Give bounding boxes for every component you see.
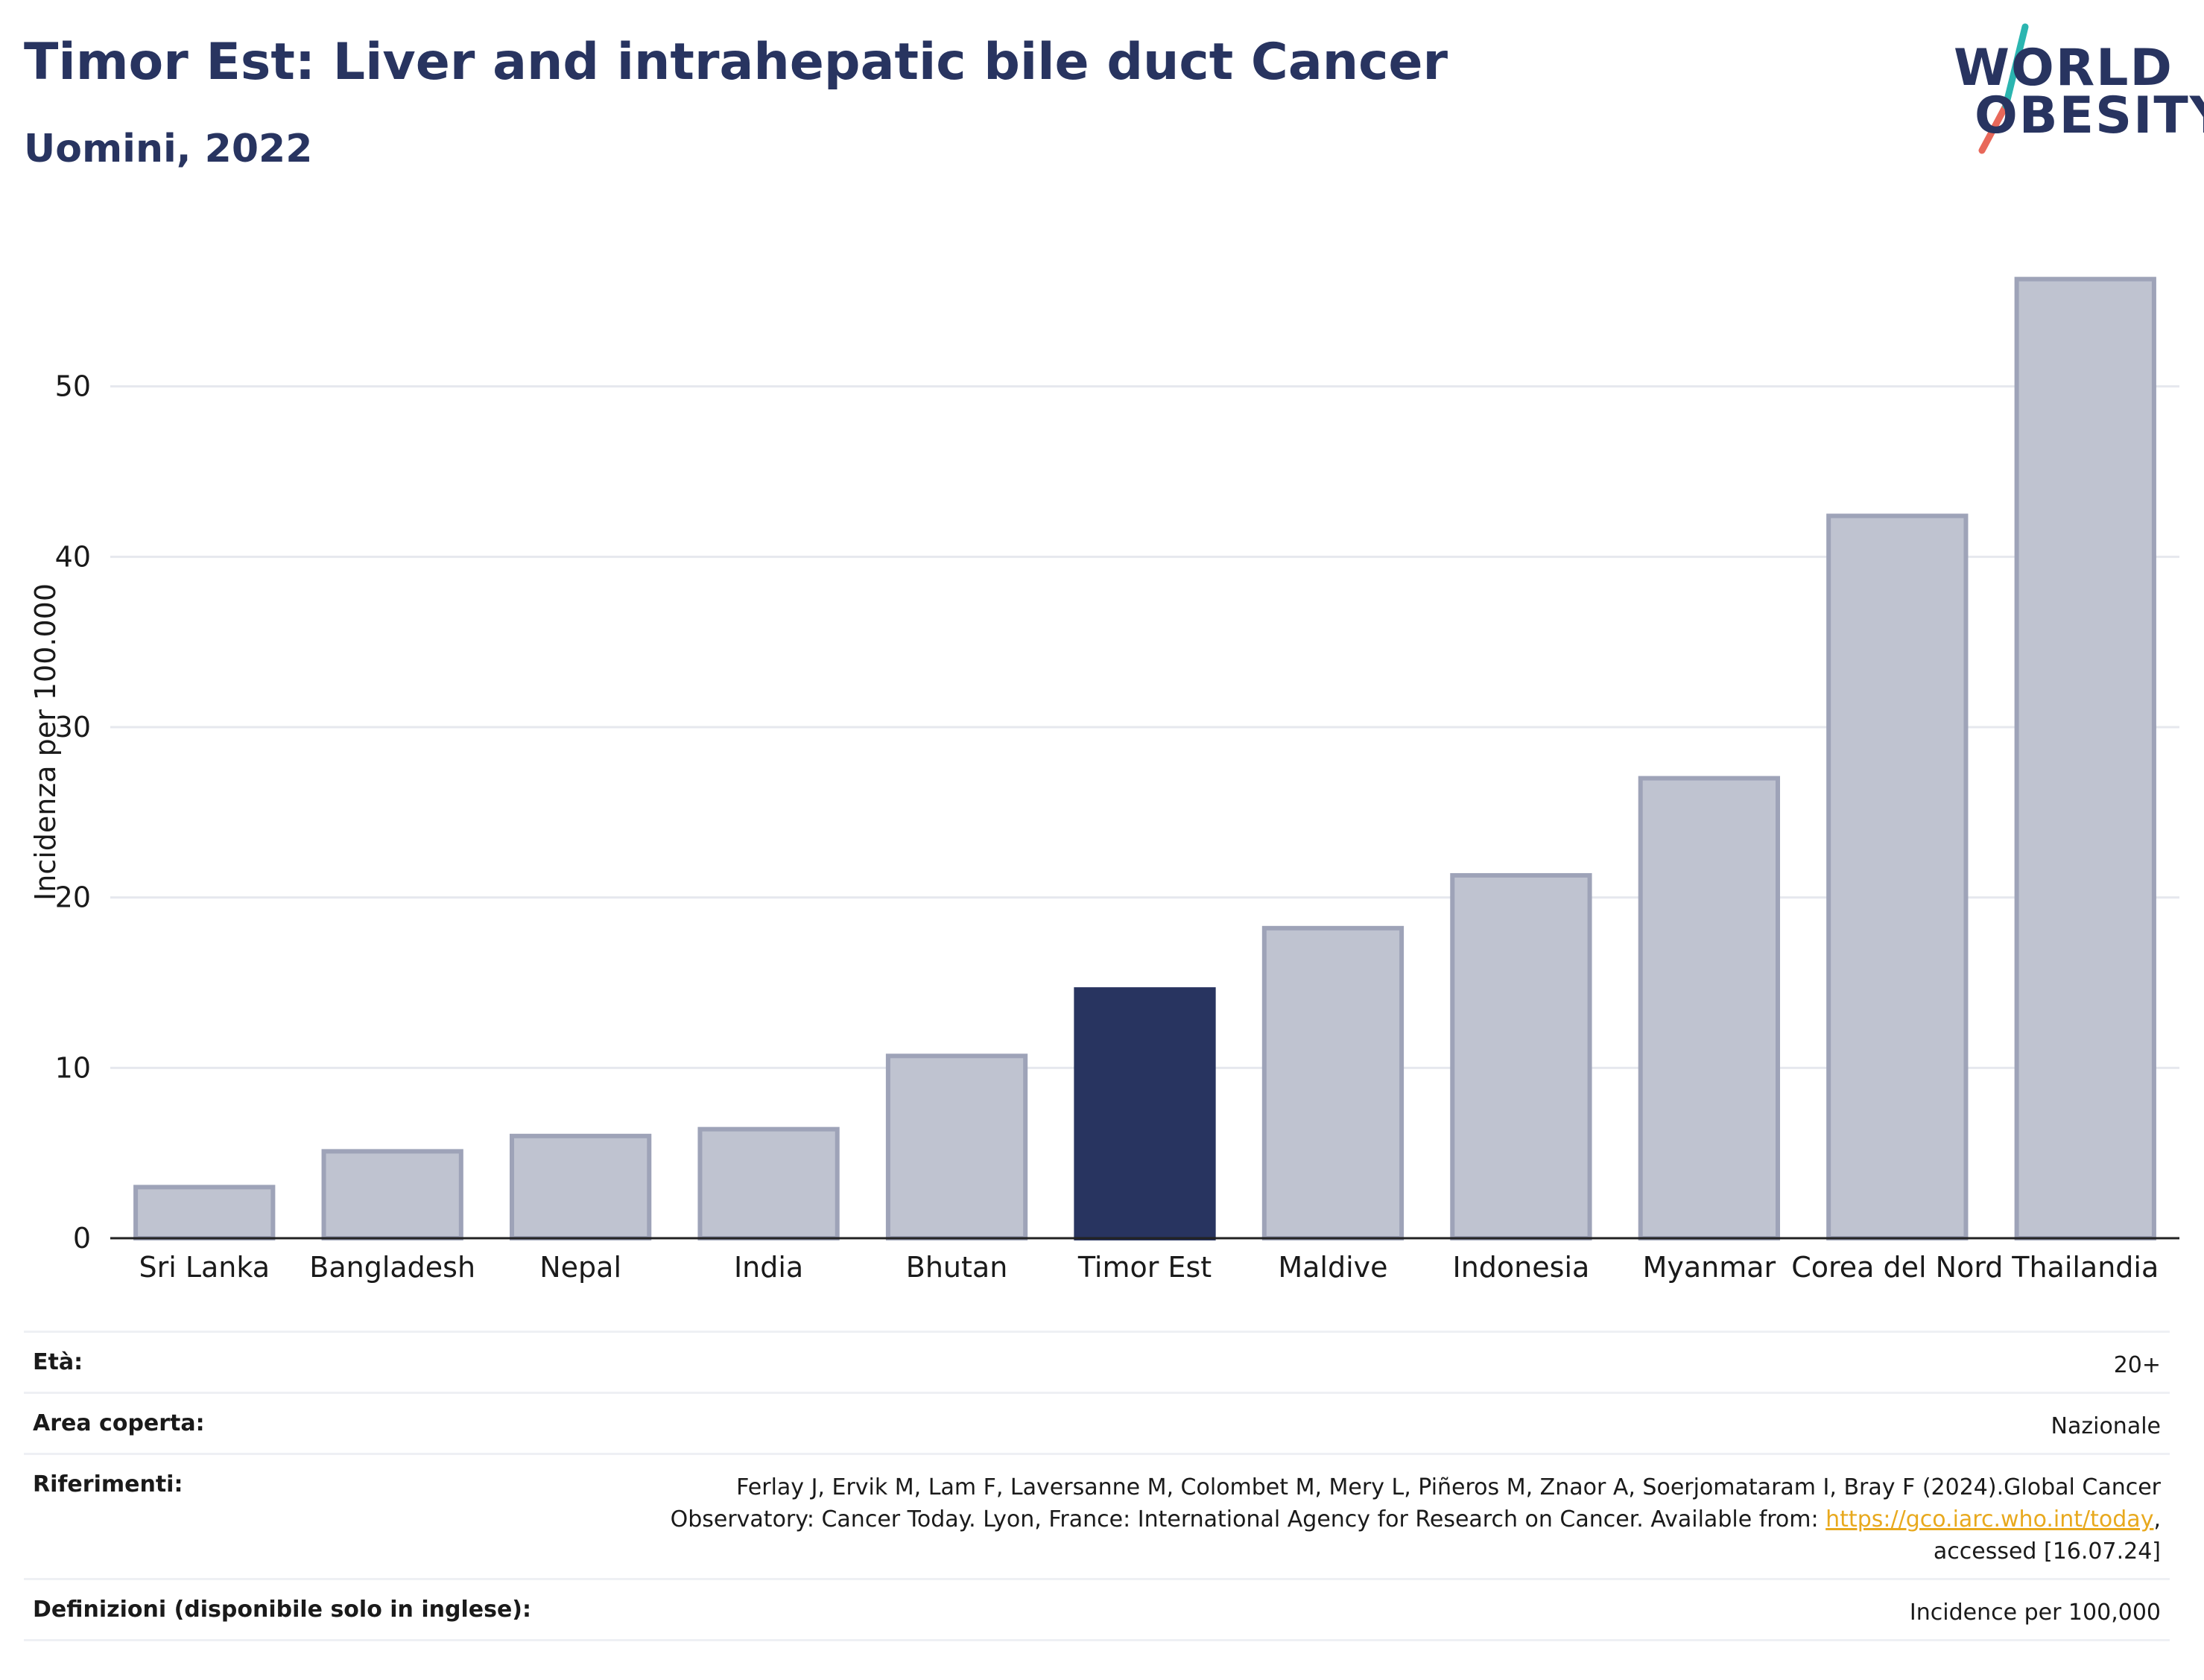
x-tick-label: Bangladesh xyxy=(309,1251,475,1284)
bar-bhutan[interactable] xyxy=(885,1053,1028,1240)
references-value: Ferlay J, Ervik M, Lam F, Laversanne M, … xyxy=(671,1471,2161,1568)
references-line2: Observatory: Cancer Today. Lyon, France:… xyxy=(670,1506,1826,1532)
world-obesity-logo[interactable]: WORLD OBESITY xyxy=(1937,22,2204,156)
references-link-suffix: , xyxy=(2153,1506,2161,1532)
chart-subtitle: Uomini, 2022 xyxy=(24,127,313,171)
area-value: Nazionale xyxy=(2051,1413,2161,1439)
x-tick-label: Thailandia xyxy=(2011,1251,2159,1284)
references-line1: Ferlay J, Ervik M, Lam F, Laversanne M, … xyxy=(736,1474,2161,1500)
y-tick-label: 40 xyxy=(55,540,91,573)
logo-word-obesity: OBESITY xyxy=(1975,86,2204,145)
meta-row-age: Età: 20+ xyxy=(24,1331,2170,1392)
x-tick-label: Sri Lanka xyxy=(139,1251,270,1284)
meta-bottom-border xyxy=(24,1639,2170,1641)
gco-link[interactable]: https://gco.iarc.who.int/today xyxy=(1825,1506,2154,1532)
bar-corea-del-nord[interactable] xyxy=(1826,513,1969,1241)
y-tick-label: 10 xyxy=(55,1051,91,1084)
x-tick-label: India xyxy=(734,1251,803,1284)
logo-slash-icon xyxy=(1978,23,2029,154)
x-tick-label: Bhutan xyxy=(906,1251,1008,1284)
x-tick-label: Maldive xyxy=(1278,1251,1387,1284)
metadata-table: Età: 20+ Area coperta: Nazionale Riferim… xyxy=(24,1331,2170,1641)
definitions-label: Definizioni (disponibile solo in inglese… xyxy=(33,1597,531,1623)
x-tick-label: Timor Est xyxy=(1077,1251,1212,1284)
y-tick-label: 0 xyxy=(73,1222,91,1255)
meta-row-references: Riferimenti: Ferlay J, Ervik M, Lam F, L… xyxy=(24,1453,2170,1578)
y-tick-label: 20 xyxy=(55,881,91,914)
bar-bangladesh[interactable] xyxy=(321,1149,463,1241)
references-line3: accessed [16.07.24] xyxy=(1933,1538,2161,1565)
bar-chart: 0 10 20 30 40 50 Sri Lanka Bangladesh Nepal Indi… xyxy=(29,276,2179,1284)
x-tick-label: Myanmar xyxy=(1643,1251,1776,1284)
meta-row-definitions: Definizioni (disponibile solo in inglese… xyxy=(24,1578,2170,1639)
bar-indonesia[interactable] xyxy=(1450,872,1592,1240)
references-label: Riferimenti: xyxy=(33,1471,183,1497)
meta-row-area: Area coperta: Nazionale xyxy=(24,1392,2170,1453)
bar-myanmar[interactable] xyxy=(1638,776,1781,1240)
x-tick-label: Indonesia xyxy=(1453,1251,1590,1284)
bar-nepal[interactable] xyxy=(509,1133,652,1241)
bar-india[interactable] xyxy=(697,1126,840,1240)
definitions-value: Incidence per 100,000 xyxy=(1909,1600,2161,1626)
bar-maldive[interactable] xyxy=(1261,925,1405,1240)
bar-thailandia[interactable] xyxy=(2014,276,2156,1240)
bar-timor-est[interactable] xyxy=(1074,987,1216,1240)
x-tick-label: Corea del Nord xyxy=(1791,1251,2003,1284)
x-tick-labels: Sri Lanka Bangladesh Nepal India Bhutan Timor… xyxy=(139,1251,2159,1284)
y-tick-label: 30 xyxy=(55,711,91,744)
age-label: Età: xyxy=(33,1349,83,1375)
logo-word-world: WORLD xyxy=(1954,39,2173,98)
chart-title: Timor Est: Liver and intrahepatic bile d… xyxy=(24,33,1448,92)
area-label: Area coperta: xyxy=(33,1410,205,1436)
y-tick-label: 50 xyxy=(55,370,91,403)
bars xyxy=(133,276,2156,1241)
age-value: 20+ xyxy=(2113,1352,2161,1378)
x-tick-label: Nepal xyxy=(539,1251,621,1284)
y-tick-labels: 0 10 20 30 40 50 xyxy=(55,370,91,1255)
bar-sri-lanka[interactable] xyxy=(133,1185,276,1241)
y-axis-label: Incidenza per 100.000 xyxy=(29,583,62,901)
